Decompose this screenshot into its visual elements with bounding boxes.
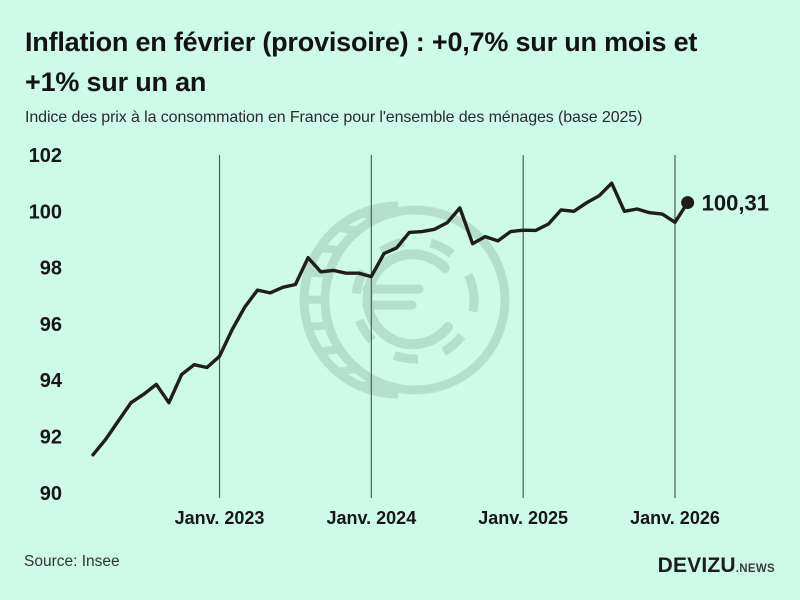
euro-glyph-arc (362, 249, 453, 350)
devizu-logo: DEVIZU .NEWS (658, 554, 775, 578)
y-tick-label: 98 (40, 258, 62, 280)
y-tick-label: 102 (29, 145, 62, 167)
brand-suffix: .NEWS (735, 563, 775, 575)
end-point-value-label: 100,31 (702, 191, 769, 216)
euro-coin-watermark-icon (299, 201, 510, 399)
page-subtitle: Indice des prix à la consommation en Fra… (25, 109, 643, 126)
y-tick-label: 92 (40, 427, 62, 449)
x-tick-label: Janv. 2024 (326, 508, 416, 528)
y-tick-label: 90 (40, 483, 62, 505)
x-tick-label: Janv. 2023 (175, 508, 265, 528)
x-tick-label: Janv. 2026 (630, 508, 720, 528)
y-tick-label: 100 (29, 201, 62, 223)
coin-face-circle (320, 205, 510, 395)
end-point-marker (681, 196, 695, 210)
title-line-2: +1% sur un an (25, 67, 207, 97)
title-line-1: Inflation en février (provisoire) : +0,7… (25, 27, 698, 57)
source-credit: Source: Insee (24, 553, 120, 570)
inflation-line (91, 181, 690, 457)
y-tick-label: 94 (40, 370, 63, 392)
brand-name: DEVIZU (657, 554, 736, 577)
chart-header: Inflation en février (provisoire) : +0,7… (25, 22, 780, 127)
x-tick-label: Janv. 2025 (478, 508, 568, 528)
page-title: Inflation en février (provisoire) : +0,7… (25, 22, 780, 102)
y-tick-label: 96 (40, 314, 62, 336)
